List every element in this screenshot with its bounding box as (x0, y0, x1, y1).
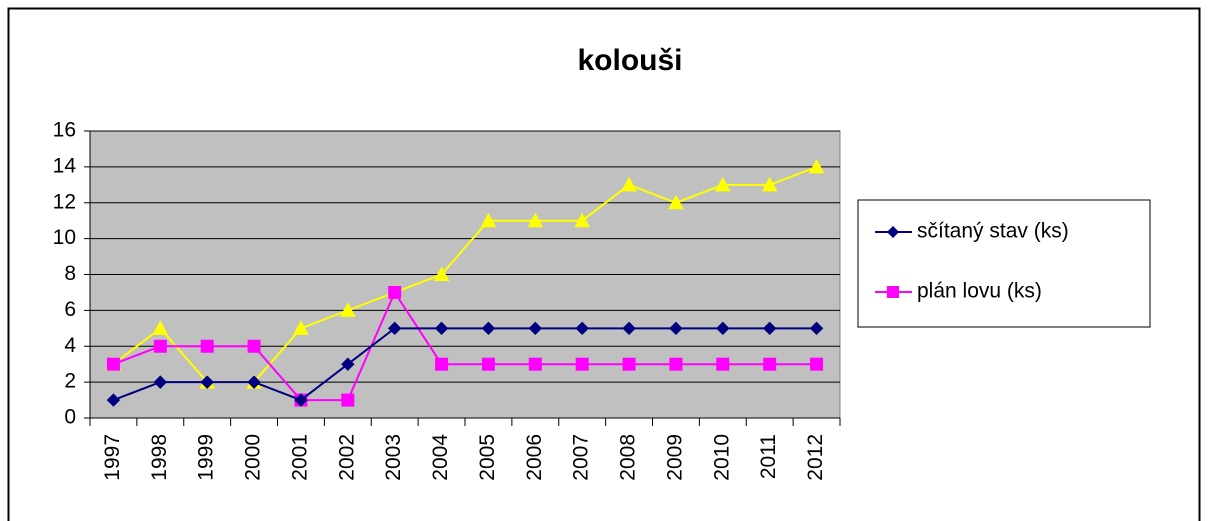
marker (247, 339, 261, 353)
x-tick-label: 2004 (429, 434, 452, 481)
marker (106, 393, 121, 407)
marker (809, 321, 824, 336)
marker (433, 266, 450, 281)
y-tick-label: 6 (64, 298, 76, 321)
marker (808, 158, 825, 174)
marker (339, 302, 356, 317)
x-tick-label: 2010 (710, 434, 733, 481)
marker (527, 212, 544, 228)
marker (574, 212, 591, 228)
y-tick-label: 12 (53, 190, 76, 213)
x-tick-label: 2008 (617, 434, 640, 481)
x-tick-label: 2005 (476, 434, 499, 481)
x-tick-label: 1999 (195, 434, 218, 481)
x-tick-label: 2003 (382, 434, 405, 481)
x-tick-label: 2000 (242, 434, 265, 481)
marker (528, 321, 543, 336)
marker (481, 357, 495, 371)
chart-border (7, 7, 1201, 521)
marker (716, 321, 730, 336)
legend-label: sčítaný stav (ks) (917, 220, 1069, 243)
legend-label: plán lovu (ks) (917, 280, 1042, 303)
marker (575, 357, 589, 371)
marker (153, 375, 168, 389)
marker (435, 357, 449, 371)
series-line (113, 327, 817, 402)
y-tick-label: 14 (53, 154, 77, 177)
series-line (113, 290, 817, 402)
marker (341, 393, 355, 407)
marker (668, 194, 684, 210)
x-tick-label: 1997 (101, 434, 124, 481)
marker (621, 176, 637, 192)
y-tick-label: 16 (53, 119, 76, 142)
y-tick-label: 8 (64, 262, 76, 285)
marker (152, 320, 169, 335)
x-tick-label: 2001 (288, 434, 311, 481)
marker (669, 357, 683, 371)
marker (200, 339, 214, 353)
marker (763, 357, 777, 371)
chart-title: kolouši (577, 44, 682, 77)
marker (669, 321, 683, 336)
x-tick-label: 2011 (757, 434, 780, 479)
legend-marker (887, 286, 899, 298)
marker (575, 321, 589, 336)
x-tick-label: 2007 (570, 434, 593, 481)
marker (716, 357, 730, 371)
x-tick-label: 2006 (523, 434, 546, 481)
marker (762, 321, 777, 336)
y-tick-label: 2 (64, 370, 76, 393)
marker (622, 321, 636, 336)
marker (106, 357, 120, 371)
marker (480, 212, 497, 228)
y-tick-label: 0 (64, 406, 76, 429)
marker (341, 357, 355, 371)
legend (857, 199, 1151, 328)
marker (247, 375, 261, 389)
marker (200, 375, 214, 389)
marker (622, 357, 636, 371)
marker (293, 320, 309, 335)
marker (388, 285, 402, 299)
marker (714, 176, 731, 192)
marker (387, 321, 402, 336)
marker (810, 357, 824, 371)
marker (294, 393, 308, 407)
x-tick-label: 2002 (335, 434, 358, 481)
marker (434, 321, 449, 336)
legend-marker (887, 226, 899, 238)
marker (528, 357, 542, 371)
marker (761, 176, 778, 192)
marker (481, 321, 496, 336)
marker (153, 339, 167, 353)
x-tick-label: 2009 (663, 434, 686, 481)
x-tick-label: 1998 (148, 434, 171, 481)
y-tick-label: 10 (53, 226, 76, 249)
x-tick-label: 2012 (804, 434, 827, 481)
y-tick-label: 4 (64, 334, 76, 357)
